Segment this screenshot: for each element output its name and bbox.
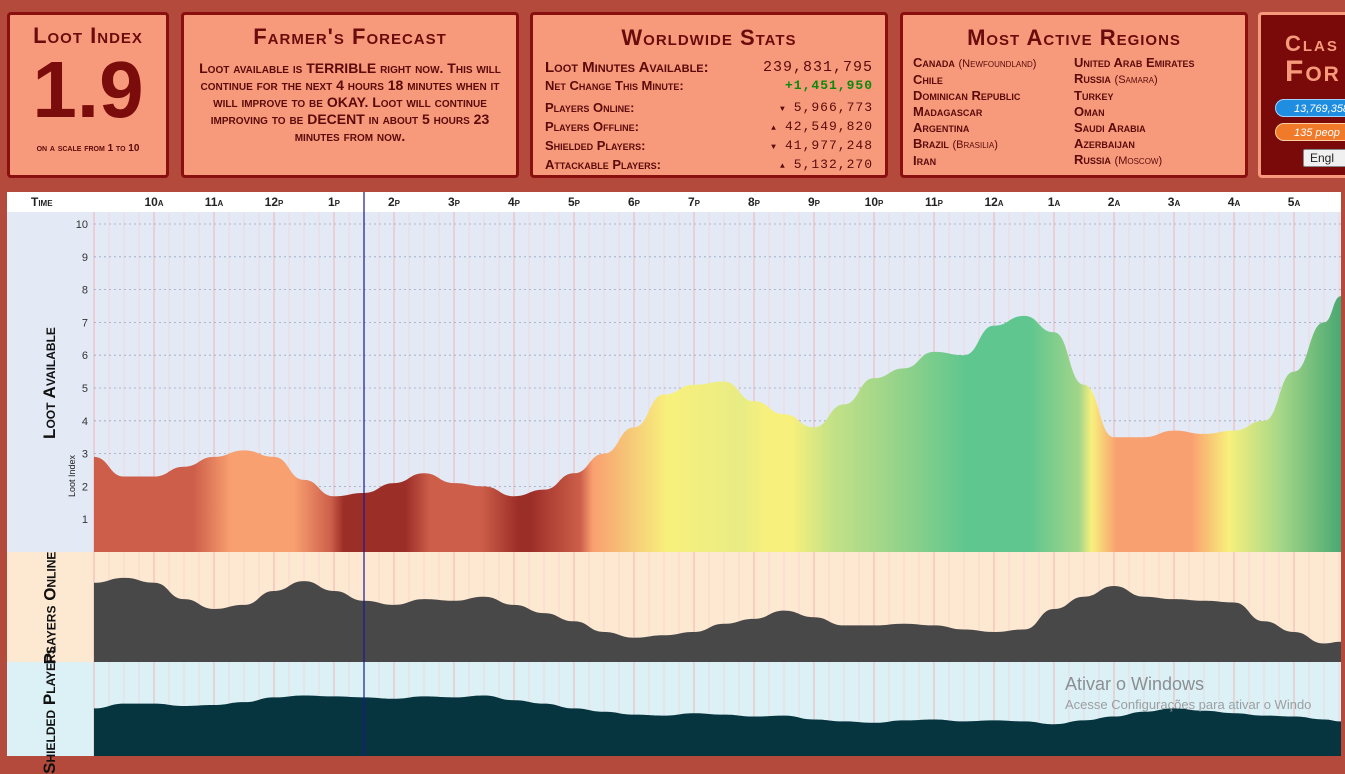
y-tick-label: 7 xyxy=(82,317,88,329)
stat-label: Attackable Players: xyxy=(545,157,662,172)
loot-chart: 1 2 3 4 5 6 7 8 9 10 Time 10a 11a 12p 1p 2p 3p 4p 5p 6p 7p 8… xyxy=(7,192,1341,774)
up-arrow-icon: ▲ xyxy=(779,162,786,171)
time-tick-label: 1p xyxy=(328,195,341,209)
time-tick-label: 9p xyxy=(808,195,821,209)
region-item: Oman xyxy=(1074,104,1105,119)
time-tick-label: 3p xyxy=(448,195,461,209)
loot-index-scale: on a scale from 1 to 10 xyxy=(36,143,140,154)
region-item: Iran xyxy=(913,153,937,168)
region-item: Azerbaijan xyxy=(1074,136,1135,151)
region-item: Dominican Republic xyxy=(913,88,1021,103)
stat-value: 5,966,773 xyxy=(793,100,873,115)
time-tick-label: 1a xyxy=(1048,195,1061,209)
loot-minutes-value: 239,831,795 xyxy=(762,59,873,76)
stat-label: Shielded Players: xyxy=(545,138,646,153)
net-change-row: Net Change This Minute: +1,451,950 xyxy=(533,78,885,93)
time-tick-label: 11a xyxy=(205,195,224,209)
people-count-badge[interactable]: 135 peop xyxy=(1275,123,1345,141)
region-item: Brazil (Brasilia) xyxy=(913,136,998,151)
loot-minutes-label: Loot Minutes Available: xyxy=(545,59,709,76)
down-arrow-icon: ▼ xyxy=(779,105,786,114)
players-online-label-bg xyxy=(7,552,94,662)
time-tick-label: 2p xyxy=(388,195,401,209)
stats-title: Worldwide Stats xyxy=(621,25,797,50)
y-tick-label: 8 xyxy=(82,285,88,297)
time-tick-label: 12a xyxy=(984,195,1003,209)
y-tick-label: 2 xyxy=(82,481,88,493)
region-item: Argentina xyxy=(913,120,970,135)
region-item: Chile xyxy=(913,72,943,87)
loot-index-value: 1.9 xyxy=(32,45,144,134)
shielded-players-area xyxy=(94,695,1341,756)
stat-label: Players Online: xyxy=(545,100,635,115)
y-tick-label: 6 xyxy=(82,350,88,362)
stat-value: 41,977,248 xyxy=(784,138,873,153)
loot-index-title: Loot Index xyxy=(33,23,143,48)
y-tick-label: 9 xyxy=(82,252,88,264)
y-tick-label: 4 xyxy=(82,416,88,428)
time-tick-label: 4a xyxy=(1228,195,1241,209)
worldwide-stats-panel: Worldwide Stats Loot Minutes Available: … xyxy=(530,12,888,178)
stat-value: 5,132,270 xyxy=(793,157,873,172)
time-tick-label: 12p xyxy=(265,195,284,209)
time-tick-label: 7p xyxy=(688,195,701,209)
clash-forum-panel[interactable]: Clas For 13,769,358 135 peop Engl xyxy=(1258,12,1345,178)
time-tick-label: 10p xyxy=(865,195,884,209)
time-tick-label: 10a xyxy=(144,195,163,209)
forecast-title: Farmer's Forecast xyxy=(253,24,447,49)
time-tick-label: 2a xyxy=(1108,195,1121,209)
time-header-bg xyxy=(7,192,1341,212)
loot-available-label: Loot Available xyxy=(40,327,59,439)
loot-index-axis-label: Loot Index xyxy=(67,454,77,497)
down-arrow-icon: ▼ xyxy=(771,143,777,152)
time-header-label: Time xyxy=(31,195,53,209)
regions-right-column: United Arab Emirates Russia (Samara) Tur… xyxy=(1074,55,1235,169)
up-arrow-icon: ▲ xyxy=(771,124,777,133)
region-item: United Arab Emirates xyxy=(1074,55,1195,70)
time-tick-label: 3a xyxy=(1168,195,1181,209)
time-tick-label: 8p xyxy=(748,195,761,209)
time-tick-label: 4p xyxy=(508,195,521,209)
region-item: Russia (Moscow) xyxy=(1074,152,1163,167)
stat-value: 42,549,820 xyxy=(784,119,873,134)
y-tick-label: 1 xyxy=(82,514,88,526)
clash-title-1: Clas xyxy=(1285,31,1339,56)
clash-title-2: For xyxy=(1285,55,1341,88)
stat-label: Players Offline: xyxy=(545,119,639,134)
time-tick-label: 6p xyxy=(628,195,641,209)
stats-row: Players Online: ▼ 5,966,773 xyxy=(533,99,885,118)
stats-row: Attackable Players: ▲ 5,132,270 xyxy=(533,156,885,175)
net-change-value: +1,451,950 xyxy=(784,78,873,93)
forecast-panel: Farmer's Forecast Loot available is TERR… xyxy=(181,12,519,178)
loot-area xyxy=(94,296,1341,552)
regions-title: Most Active Regions xyxy=(967,25,1181,50)
region-item: Russia (Samara) xyxy=(1074,71,1158,86)
language-select[interactable]: Engl xyxy=(1303,149,1345,167)
players-online-area xyxy=(94,577,1341,662)
time-tick-label: 5a xyxy=(1288,195,1301,209)
loot-minutes-row: Loot Minutes Available: 239,831,795 xyxy=(533,59,885,76)
region-item: Turkey xyxy=(1074,88,1114,103)
loot-chart-svg: 1 2 3 4 5 6 7 8 9 10 Time 10a 11a 12p 1p 2p 3p 4p 5p 6p 7p 8… xyxy=(7,192,1341,756)
net-change-label: Net Change This Minute: xyxy=(545,78,684,93)
active-regions-panel: Most Active Regions Canada (Newfoundland… xyxy=(900,12,1248,178)
stats-row: Players Offline: ▲ 42,549,820 xyxy=(533,118,885,137)
regions-left-column: Canada (Newfoundland) Chile Dominican Re… xyxy=(913,55,1074,169)
followers-count-badge[interactable]: 13,769,358 xyxy=(1275,99,1345,117)
y-tick-label: 5 xyxy=(82,383,88,395)
windows-watermark-title: Ativar o Windows xyxy=(1065,674,1205,694)
time-tick-label: 11p xyxy=(925,195,944,209)
time-tick-label: 5p xyxy=(568,195,581,209)
windows-watermark-text: Acesse Configurações para ativar o Windo xyxy=(1065,697,1312,712)
region-item: Madagascar xyxy=(913,104,983,119)
region-item: Canada (Newfoundland) xyxy=(913,55,1037,70)
loot-index-panel: Loot Index 1.9 on a scale from 1 to 10 xyxy=(7,12,169,178)
stats-row: Shielded Players: ▼ 41,977,248 xyxy=(533,137,885,156)
y-tick-label: 3 xyxy=(82,449,88,461)
shielded-players-label: Shielded Players xyxy=(40,646,59,774)
y-tick-label: 10 xyxy=(76,219,88,231)
forecast-text: Loot available is TERRIBLE right now. Th… xyxy=(199,60,501,144)
region-item: Saudi Arabia xyxy=(1074,120,1146,135)
